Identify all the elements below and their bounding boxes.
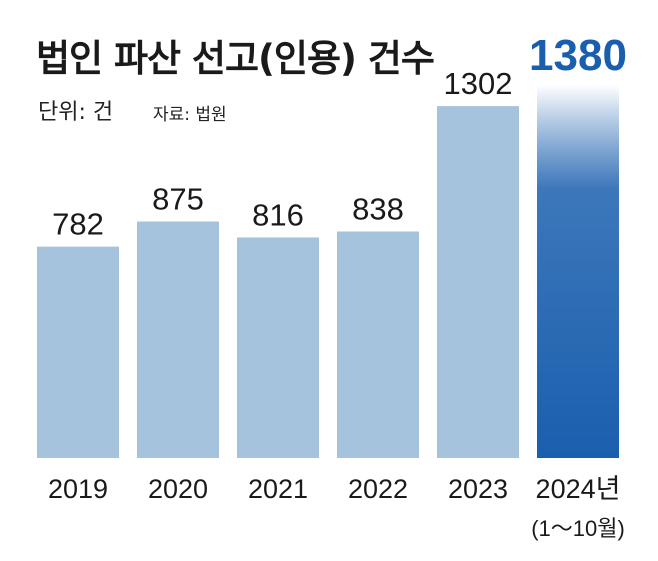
category-label-2023: 2023: [448, 474, 508, 504]
bar-2024년: [537, 85, 619, 458]
bar-2021: [237, 237, 319, 458]
value-label-2020: 875: [152, 181, 204, 216]
bar-2020: [137, 221, 219, 458]
bar-2019: [37, 246, 119, 458]
category-sublabel-2024년: (1～10월): [531, 516, 625, 541]
bar-2022: [337, 231, 419, 458]
value-label-2023: 1302: [444, 66, 513, 101]
category-label-2022: 2022: [348, 474, 408, 504]
value-label-2019: 782: [52, 207, 104, 242]
value-label-2022: 838: [352, 191, 404, 226]
chart-title: 법인 파산 선고(인용) 건수: [36, 37, 435, 80]
unit-label: 단위: 건: [38, 100, 114, 125]
category-label-2024년: 2024년: [536, 474, 621, 504]
category-label-2019: 2019: [48, 474, 108, 504]
value-label-2021: 816: [252, 197, 304, 232]
source-label: 자료: 법원: [153, 105, 227, 125]
category-label-2021: 2021: [248, 474, 308, 504]
bar-2023: [437, 106, 519, 458]
category-label-2020: 2020: [148, 474, 208, 504]
value-label-2024년: 1380: [529, 31, 627, 80]
